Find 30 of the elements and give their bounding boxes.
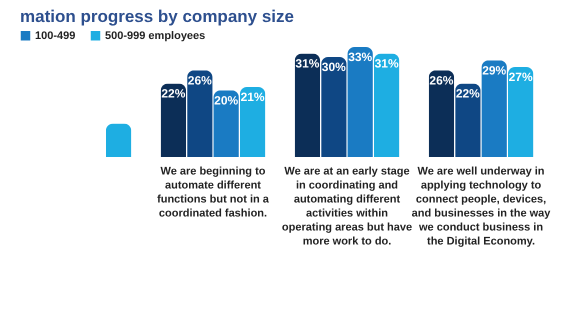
bar [294,54,320,157]
bar [455,84,481,157]
x-tick-label: We are at an early stage in coordinating and automating different activities within operating areas but have more work to do. [282,166,412,248]
bar [374,54,400,157]
data-label: 30% [322,60,346,74]
legend-label: 500-999 employees [105,30,206,42]
bar [482,60,507,157]
x-tick-label: We are well underway in applying technology to connect people, devices, and businesses in the way we conduct business in the Digital Economy. [412,166,552,248]
bar [240,87,266,157]
x-tick-label: We are beginning to automate different functions but not in a coordinated fashion. [157,166,270,220]
data-label: 22% [456,86,480,101]
bar [508,67,534,157]
bar [428,70,454,157]
data-label: 33% [348,50,373,64]
bar [321,57,346,157]
data-label: 29% [482,63,507,78]
data-label: 27% [508,70,533,84]
bar [348,47,373,157]
data-label: 26% [429,73,454,88]
data-label: 22% [161,86,186,101]
data-label: 21% [240,90,265,104]
legend-label: 100-499 [35,30,76,42]
data-label: 20% [214,93,239,108]
bar [160,84,186,157]
bar [187,70,212,157]
chart-title: mation progress by company size [20,7,294,26]
data-label: 31% [295,56,320,71]
data-label: 26% [188,73,212,88]
data-label: 31% [374,56,399,71]
bar [106,124,132,157]
